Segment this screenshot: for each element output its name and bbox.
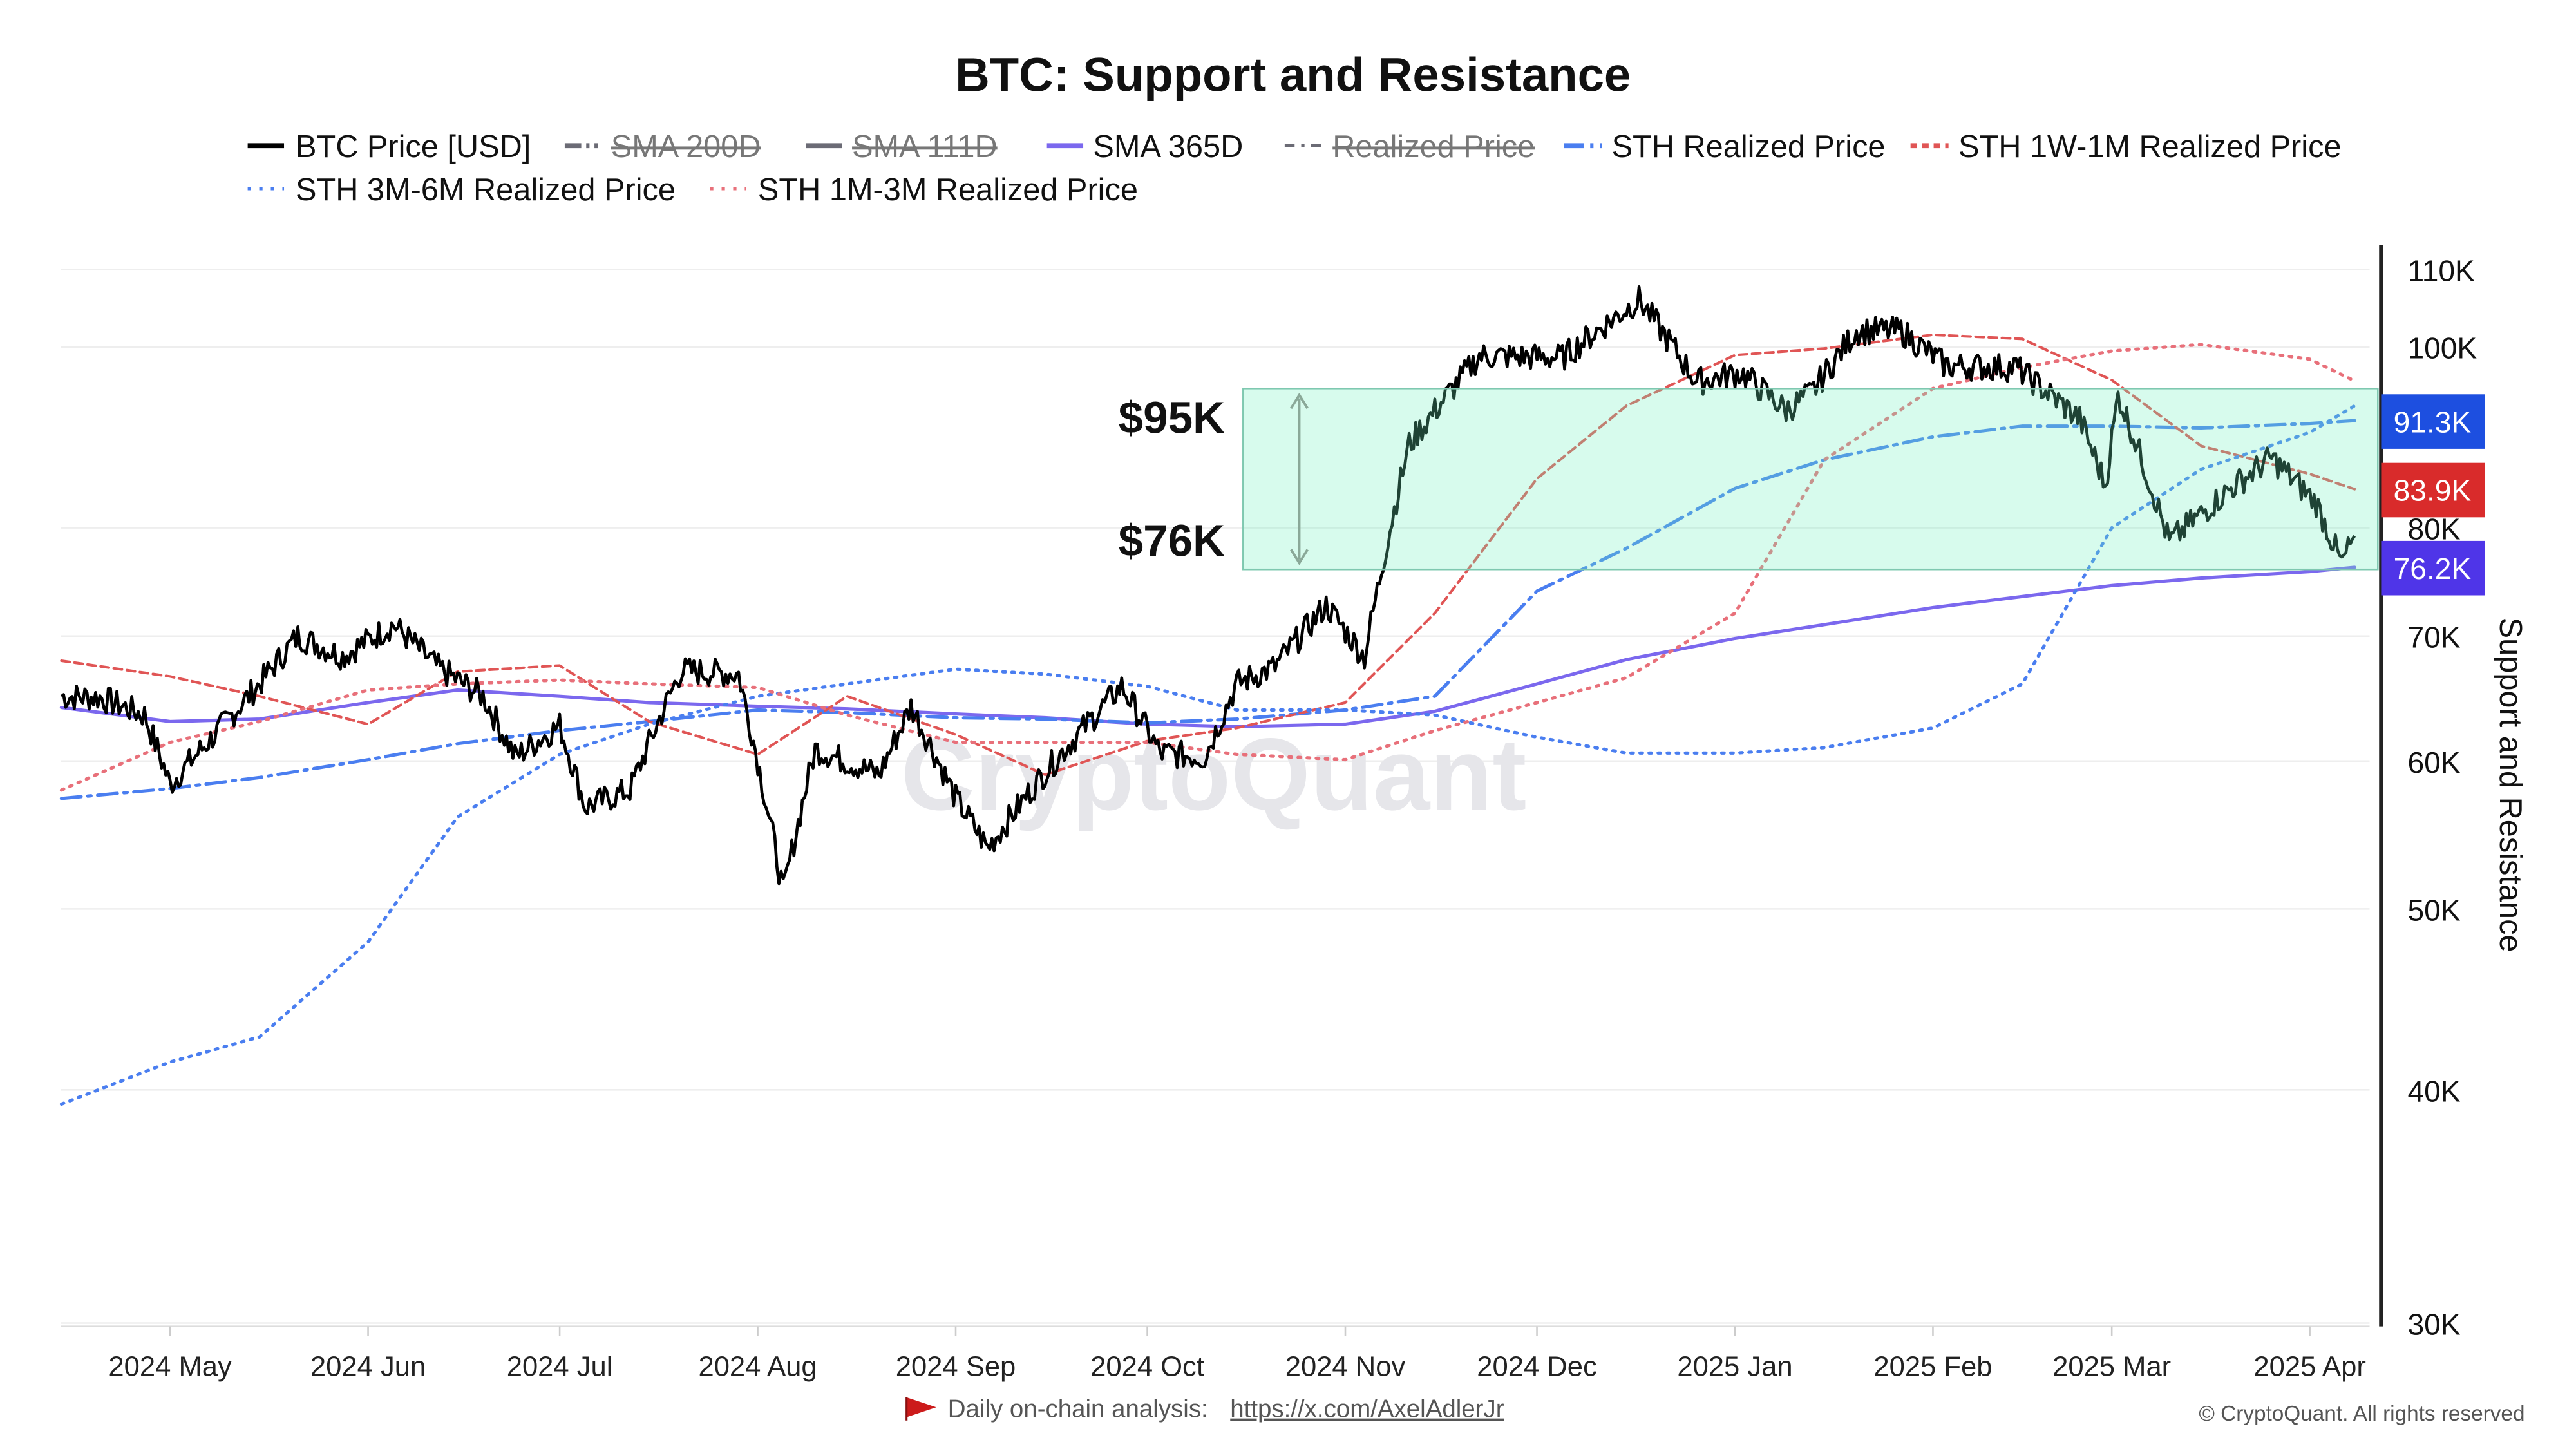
x-tick-label: 2024 Dec [1477, 1352, 1597, 1383]
legend-item-sth-3m-6m[interactable]: STH 3M-6M Realized Price [247, 173, 676, 207]
x-tick-label: 2024 Oct [1090, 1352, 1204, 1383]
value-badge-text: 76.2K [2394, 552, 2472, 585]
arrowhead-icon [1290, 392, 1309, 565]
legend-label: BTC Price [USD] [296, 129, 531, 164]
x-tick-label: 2025 Mar [2052, 1352, 2171, 1383]
support-resistance-zone: $95K $76K [1119, 388, 2379, 571]
flag-icon [906, 1397, 936, 1417]
zone-lower-label: $76K [1119, 516, 1225, 566]
x-tick-label: 2024 May [108, 1352, 232, 1383]
y-axis-ticks: 30K 40K 50K 60K 70K 80K 100K 110K [2407, 254, 2477, 1341]
legend-label: STH 3M-6M Realized Price [296, 173, 676, 207]
x-tick-label: 2024 Aug [698, 1352, 817, 1383]
x-tick-label: 2024 Nov [1285, 1352, 1406, 1383]
value-badge-text: 83.9K [2394, 474, 2472, 507]
legend-label: SMA 111D [852, 129, 998, 164]
y-axis-label: Support and Resistance [2493, 618, 2528, 952]
legend-label: Realized Price [1332, 129, 1535, 164]
copyright: © CryptoQuant. All rights reserved [2199, 1402, 2524, 1426]
series-sth-realized-price [59, 419, 2356, 800]
x-tick-label: 2024 Sep [896, 1352, 1016, 1383]
value-badges: 91.3K 83.9K 76.2K [2381, 394, 2485, 596]
y-tick-label: 40K [2407, 1074, 2460, 1108]
footer: Daily on-chain analysis: https://x.com/A… [905, 1396, 2525, 1426]
x-tick-label: 2024 Jun [310, 1352, 426, 1383]
y-tick-label: 80K [2407, 513, 2460, 546]
series-btc-price [60, 285, 2356, 886]
legend-item-sth-realized-price[interactable]: STH Realized Price [1564, 129, 1886, 164]
y-tick-label: 70K [2407, 621, 2460, 654]
legend-item-sth-1w-1m[interactable]: STH 1W-1M Realized Price [1910, 129, 2342, 164]
legend-label: SMA 365D [1093, 129, 1243, 164]
value-badge [2381, 540, 2485, 596]
series-layer [59, 285, 2356, 1106]
legend-item-sma-365d[interactable]: SMA 365D [1046, 129, 1244, 164]
chart-title: BTC: Support and Resistance [955, 48, 1631, 102]
legend-item-btc-price[interactable]: BTC Price [USD] [247, 129, 531, 164]
legend-label: STH 1W-1M Realized Price [1958, 129, 2342, 164]
legend-item-sma-111d[interactable]: SMA 111D [806, 129, 998, 164]
analysis-link[interactable]: https://x.com/AxelAdlerJr [1230, 1396, 1504, 1423]
zone-box [1242, 388, 2379, 571]
gridlines [61, 269, 2370, 1324]
legend-item-sma-200d[interactable]: SMA 200D [564, 129, 761, 164]
y-tick-label: 50K [2407, 893, 2460, 927]
legend-item-realized-price[interactable]: Realized Price [1284, 129, 1535, 164]
x-tick-label: 2025 Jan [1677, 1352, 1792, 1383]
x-tick-label: 2025 Apr [2253, 1352, 2365, 1383]
legend-label: STH Realized Price [1612, 129, 1886, 164]
x-tick-label: 2024 Jul [507, 1352, 613, 1383]
value-badge [2381, 394, 2485, 449]
y-tick-label: 100K [2407, 332, 2477, 365]
x-tick-label: 2025 Feb [1873, 1352, 1992, 1383]
y-tick-label: 110K [2407, 254, 2475, 288]
legend-item-sth-1m-3m[interactable]: STH 1M-3M Realized Price [710, 173, 1138, 207]
legend: BTC Price [USD] SMA 200D SMA 111D SMA 36… [247, 129, 2342, 207]
legend-label: SMA 200D [611, 129, 761, 164]
analysis-label: Daily on-chain analysis: [948, 1396, 1208, 1423]
x-axis-ticks: 2024 May 2024 Jun 2024 Jul 2024 Aug 2024 Sep… [108, 1326, 2366, 1383]
value-badge [2381, 462, 2485, 518]
value-badge-text: 91.3K [2394, 405, 2472, 439]
y-tick-label: 60K [2407, 746, 2460, 779]
zone-upper-label: $95K [1119, 393, 1225, 443]
legend-label: STH 1M-3M Realized Price [758, 173, 1138, 207]
series-sth-3m-6m-realized-price [59, 404, 2356, 1106]
y-tick-label: 30K [2407, 1307, 2460, 1341]
